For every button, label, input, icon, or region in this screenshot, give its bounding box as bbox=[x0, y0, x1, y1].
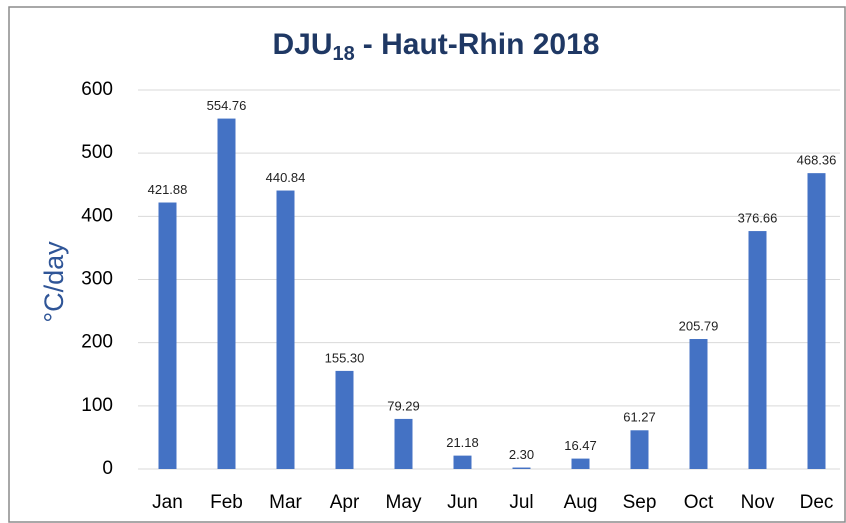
data-label: 16.47 bbox=[564, 438, 597, 453]
data-label: 79.29 bbox=[387, 398, 420, 413]
y-tick-label: 100 bbox=[81, 395, 113, 416]
x-tick-label: Apr bbox=[330, 492, 360, 513]
data-label: 155.30 bbox=[325, 350, 365, 365]
bar bbox=[571, 458, 590, 469]
data-label: 2.30 bbox=[509, 447, 534, 462]
x-tick-label: Nov bbox=[741, 492, 775, 513]
chart-title: DJU18 - Haut-Rhin 2018 bbox=[273, 28, 600, 65]
x-tick-label: Jun bbox=[447, 492, 478, 513]
x-tick-label: Dec bbox=[800, 492, 834, 513]
data-label: 554.76 bbox=[207, 98, 247, 113]
data-label: 205.79 bbox=[679, 318, 719, 333]
bar bbox=[689, 339, 708, 469]
y-tick-label: 400 bbox=[81, 205, 113, 226]
y-tick-label: 600 bbox=[81, 79, 113, 100]
x-tick-label: Oct bbox=[684, 492, 714, 513]
title-rest: - Haut-Rhin 2018 bbox=[363, 28, 600, 61]
x-tick-label: May bbox=[386, 492, 422, 513]
data-label: 376.66 bbox=[738, 211, 778, 226]
bar bbox=[512, 467, 531, 469]
y-tick-label: 300 bbox=[81, 269, 113, 290]
title-main: DJU bbox=[273, 28, 333, 61]
x-tick-label: Feb bbox=[210, 492, 243, 513]
x-tick-label: Jan bbox=[152, 492, 183, 513]
bar bbox=[335, 370, 354, 469]
bar bbox=[630, 430, 649, 469]
bar bbox=[276, 190, 295, 469]
chart-frame bbox=[8, 6, 846, 523]
y-tick-label: 500 bbox=[81, 142, 113, 163]
title-subscript: 18 bbox=[333, 43, 355, 65]
data-label: 440.84 bbox=[266, 170, 306, 185]
x-tick-label: Sep bbox=[623, 492, 657, 513]
data-label: 421.88 bbox=[148, 182, 188, 197]
bar bbox=[394, 418, 413, 469]
bar bbox=[158, 202, 177, 470]
y-tick-label: 200 bbox=[81, 332, 113, 353]
bar bbox=[748, 231, 767, 469]
data-label: 468.36 bbox=[797, 153, 837, 168]
y-axis-label: °C/day bbox=[39, 241, 69, 323]
x-tick-label: Jul bbox=[509, 492, 533, 513]
data-label: 21.18 bbox=[446, 435, 479, 450]
bar bbox=[453, 455, 472, 469]
bar bbox=[217, 118, 236, 469]
data-label: 61.27 bbox=[623, 410, 656, 425]
x-tick-label: Aug bbox=[564, 492, 598, 513]
x-tick-label: Mar bbox=[269, 492, 302, 513]
bar bbox=[807, 173, 826, 470]
y-tick-label: 0 bbox=[102, 458, 113, 479]
